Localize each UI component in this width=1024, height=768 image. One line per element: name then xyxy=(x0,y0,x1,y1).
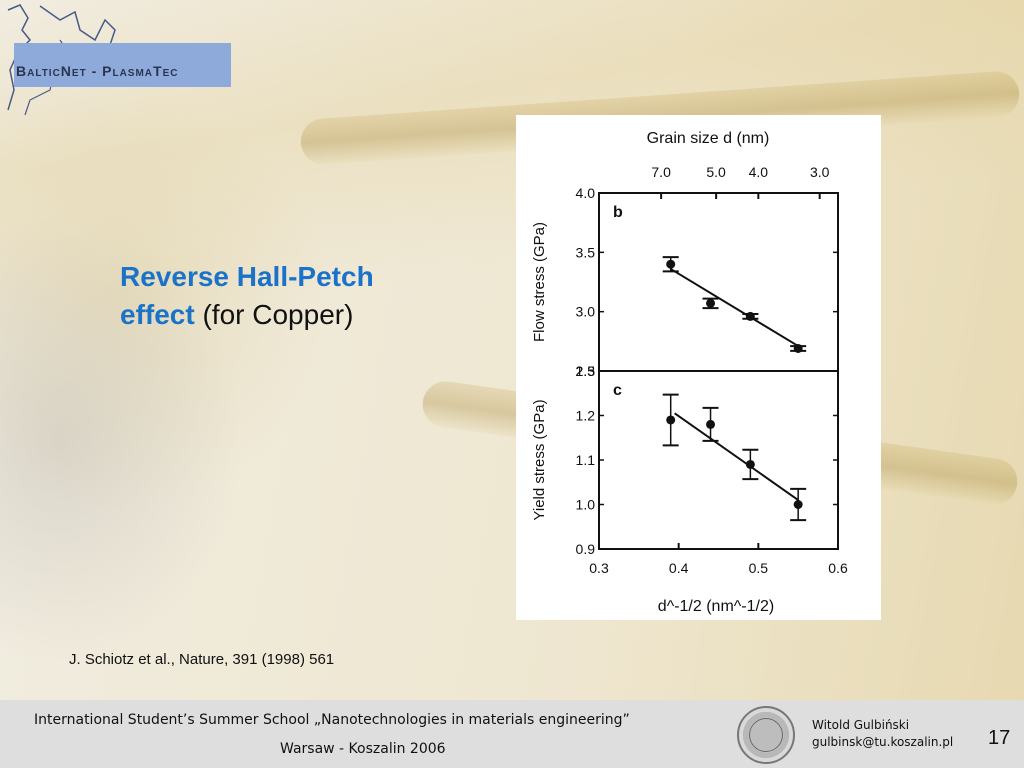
svg-text:4.0: 4.0 xyxy=(576,185,596,201)
svg-text:0.3: 0.3 xyxy=(589,560,609,576)
page-number: 17 xyxy=(988,727,1011,749)
svg-text:c: c xyxy=(613,382,622,399)
title-line-1: Reverse Hall-Petch xyxy=(120,261,374,292)
svg-text:Yield stress (GPa): Yield stress (GPa) xyxy=(531,399,548,520)
logo-band xyxy=(14,43,231,87)
svg-text:Flow stress (GPa): Flow stress (GPa) xyxy=(531,222,548,342)
svg-text:d^-1/2 (nm^-1/2): d^-1/2 (nm^-1/2) xyxy=(658,598,774,615)
title-bold-word: effect xyxy=(120,299,195,330)
svg-text:0.9: 0.9 xyxy=(576,541,596,557)
university-seal-icon xyxy=(737,706,795,764)
baltic-plasmatec-logo: BalticNet - PlasmaTec xyxy=(0,0,240,120)
svg-text:2.5: 2.5 xyxy=(576,363,596,379)
svg-text:4.0: 4.0 xyxy=(749,164,769,180)
hall-petch-figure: Grain size d (nm) 7.0 5.0 4.0 3.0 4.0 3.5 3.0 2.… xyxy=(516,115,881,620)
footer: International Student’s Summer School „N… xyxy=(0,700,1024,768)
logo-text: BalticNet - PlasmaTec xyxy=(16,63,179,79)
title-normal-text: (for Copper) xyxy=(194,299,354,330)
footer-location: Warsaw - Koszalin 2006 xyxy=(280,741,446,757)
citation: J. Schiotz et al., Nature, 391 (1998) 56… xyxy=(69,651,335,668)
svg-text:0.5: 0.5 xyxy=(749,560,769,576)
slide-title: Reverse Hall-Petch effect (for Copper) xyxy=(120,258,374,334)
author-email: gulbinsk@tu.koszalin.pl xyxy=(812,735,954,749)
svg-text:1.3: 1.3 xyxy=(576,363,596,379)
chart-svg: Grain size d (nm) 7.0 5.0 4.0 3.0 4.0 3.5 3.0 2.… xyxy=(531,130,848,615)
title-line-2: effect (for Copper) xyxy=(120,296,374,334)
svg-text:Grain size d (nm): Grain size d (nm) xyxy=(647,130,770,147)
svg-text:5.0: 5.0 xyxy=(706,164,726,180)
svg-text:7.0: 7.0 xyxy=(651,164,671,180)
svg-text:1.2: 1.2 xyxy=(576,408,596,424)
footer-event-title: International Student’s Summer School „N… xyxy=(34,712,630,728)
svg-text:b: b xyxy=(613,204,623,221)
svg-text:3.0: 3.0 xyxy=(810,164,830,180)
author-info: Witold Gulbiński gulbinsk@tu.koszalin.pl xyxy=(812,717,953,751)
author-name: Witold Gulbiński xyxy=(812,718,910,732)
svg-text:1.0: 1.0 xyxy=(576,497,596,513)
svg-text:1.1: 1.1 xyxy=(576,452,596,468)
svg-text:3.0: 3.0 xyxy=(576,304,596,320)
svg-text:0.6: 0.6 xyxy=(828,560,848,576)
svg-text:0.4: 0.4 xyxy=(669,560,689,576)
svg-text:3.5: 3.5 xyxy=(576,244,596,260)
svg-text:2.5: 2.5 xyxy=(576,363,596,379)
